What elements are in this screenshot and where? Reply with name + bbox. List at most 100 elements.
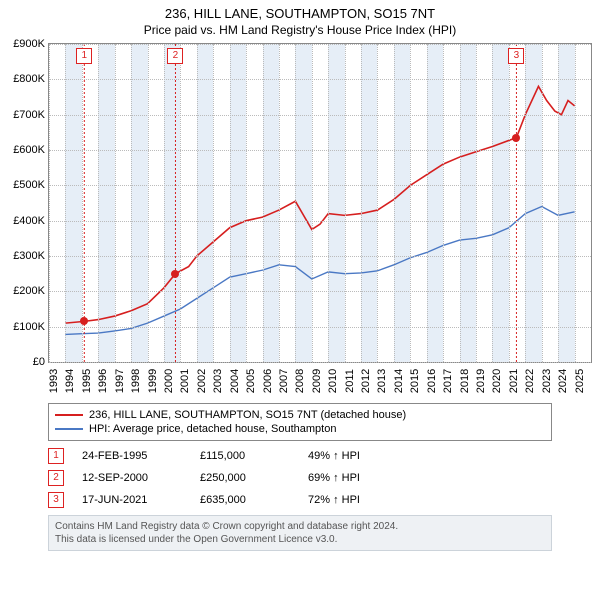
gridline-horizontal (49, 291, 591, 292)
gridline-vertical (263, 44, 264, 362)
y-tick-label: £200K (1, 285, 45, 297)
y-tick-label: £700K (1, 109, 45, 121)
x-tick-label: 1996 (97, 369, 109, 393)
footer-line-2: This data is licensed under the Open Gov… (55, 533, 545, 546)
marker-dot (512, 134, 520, 142)
gridline-vertical (115, 44, 116, 362)
x-tick-label: 2009 (311, 369, 323, 393)
marker-label: 3 (508, 48, 524, 64)
x-tick-label: 2011 (344, 369, 356, 393)
y-tick-label: £0 (1, 356, 45, 368)
gridline-vertical (525, 44, 526, 362)
legend-label: HPI: Average price, detached house, Sout… (89, 423, 336, 435)
gridline-vertical (443, 44, 444, 362)
x-tick-label: 2001 (179, 369, 191, 393)
gridline-vertical (492, 44, 493, 362)
gridline-horizontal (49, 79, 591, 80)
x-tick-label: 2023 (541, 369, 553, 393)
event-num: 1 (48, 448, 64, 464)
footer-line-1: Contains HM Land Registry data © Crown c… (55, 520, 545, 533)
x-tick-label: 2012 (360, 369, 372, 393)
y-tick-label: £500K (1, 179, 45, 191)
x-tick-label: 2010 (327, 369, 339, 393)
event-row: 212-SEP-2000£250,00069% ↑ HPI (48, 467, 552, 489)
y-tick-label: £600K (1, 144, 45, 156)
x-tick-label: 2021 (508, 369, 520, 393)
gridline-vertical (509, 44, 510, 362)
event-pct: 49% ↑ HPI (308, 450, 398, 462)
x-tick-label: 2024 (557, 369, 569, 393)
x-tick-label: 2000 (163, 369, 175, 393)
event-date: 17-JUN-2021 (82, 494, 182, 506)
x-axis: 1993199419951996199719981999200020012002… (48, 363, 592, 397)
series-line (65, 86, 574, 323)
x-tick-label: 2004 (229, 369, 241, 393)
chart-subtitle: Price paid vs. HM Land Registry's House … (0, 23, 600, 37)
chart-container: 236, HILL LANE, SOUTHAMPTON, SO15 7NT Pr… (0, 6, 600, 551)
gridline-vertical (180, 44, 181, 362)
x-tick-label: 2019 (475, 369, 487, 393)
legend-swatch (55, 414, 83, 416)
gridline-vertical (377, 44, 378, 362)
y-tick-label: £100K (1, 321, 45, 333)
legend: 236, HILL LANE, SOUTHAMPTON, SO15 7NT (d… (48, 403, 552, 441)
gridline-vertical (279, 44, 280, 362)
gridline-vertical (65, 44, 66, 362)
gridline-vertical (476, 44, 477, 362)
legend-label: 236, HILL LANE, SOUTHAMPTON, SO15 7NT (d… (89, 409, 406, 421)
gridline-vertical (49, 44, 50, 362)
event-row: 124-FEB-1995£115,00049% ↑ HPI (48, 445, 552, 467)
y-tick-label: £800K (1, 73, 45, 85)
legend-swatch (55, 428, 83, 430)
gridline-vertical (148, 44, 149, 362)
gridline-vertical (98, 44, 99, 362)
footer-note: Contains HM Land Registry data © Crown c… (48, 515, 552, 551)
event-date: 12-SEP-2000 (82, 472, 182, 484)
gridline-vertical (427, 44, 428, 362)
gridline-vertical (312, 44, 313, 362)
x-tick-label: 2013 (376, 369, 388, 393)
gridline-vertical (542, 44, 543, 362)
gridline-vertical (230, 44, 231, 362)
x-tick-label: 1993 (48, 369, 60, 393)
x-tick-label: 2015 (409, 369, 421, 393)
gridline-vertical (131, 44, 132, 362)
x-tick-label: 1994 (64, 369, 76, 393)
x-tick-label: 2002 (196, 369, 208, 393)
event-pct: 69% ↑ HPI (308, 472, 398, 484)
x-tick-label: 2008 (294, 369, 306, 393)
x-tick-label: 2017 (442, 369, 454, 393)
event-date: 24-FEB-1995 (82, 450, 182, 462)
y-tick-label: £300K (1, 250, 45, 262)
gridline-vertical (345, 44, 346, 362)
x-tick-label: 2016 (426, 369, 438, 393)
series-line (65, 207, 574, 335)
gridline-horizontal (49, 150, 591, 151)
gridline-vertical (410, 44, 411, 362)
event-price: £250,000 (200, 472, 290, 484)
y-tick-label: £400K (1, 215, 45, 227)
events-table: 124-FEB-1995£115,00049% ↑ HPI212-SEP-200… (48, 445, 552, 511)
gridline-vertical (361, 44, 362, 362)
gridline-vertical (460, 44, 461, 362)
marker-dot (171, 270, 179, 278)
x-tick-label: 2003 (212, 369, 224, 393)
x-tick-label: 1995 (81, 369, 93, 393)
x-tick-label: 2005 (245, 369, 257, 393)
chart-title: 236, HILL LANE, SOUTHAMPTON, SO15 7NT (0, 6, 600, 21)
gridline-vertical (246, 44, 247, 362)
y-axis: £0£100K£200K£300K£400K£500K£600K£700K£80… (1, 44, 45, 362)
y-tick-label: £900K (1, 38, 45, 50)
x-tick-label: 2025 (574, 369, 586, 393)
gridline-horizontal (49, 115, 591, 116)
gridline-horizontal (49, 256, 591, 257)
marker-label: 2 (167, 48, 183, 64)
gridline-vertical (295, 44, 296, 362)
x-tick-label: 2006 (262, 369, 274, 393)
gridline-horizontal (49, 185, 591, 186)
gridline-vertical (197, 44, 198, 362)
x-tick-label: 2018 (459, 369, 471, 393)
marker-label: 1 (76, 48, 92, 64)
gridline-horizontal (49, 44, 591, 45)
gridline-vertical (558, 44, 559, 362)
